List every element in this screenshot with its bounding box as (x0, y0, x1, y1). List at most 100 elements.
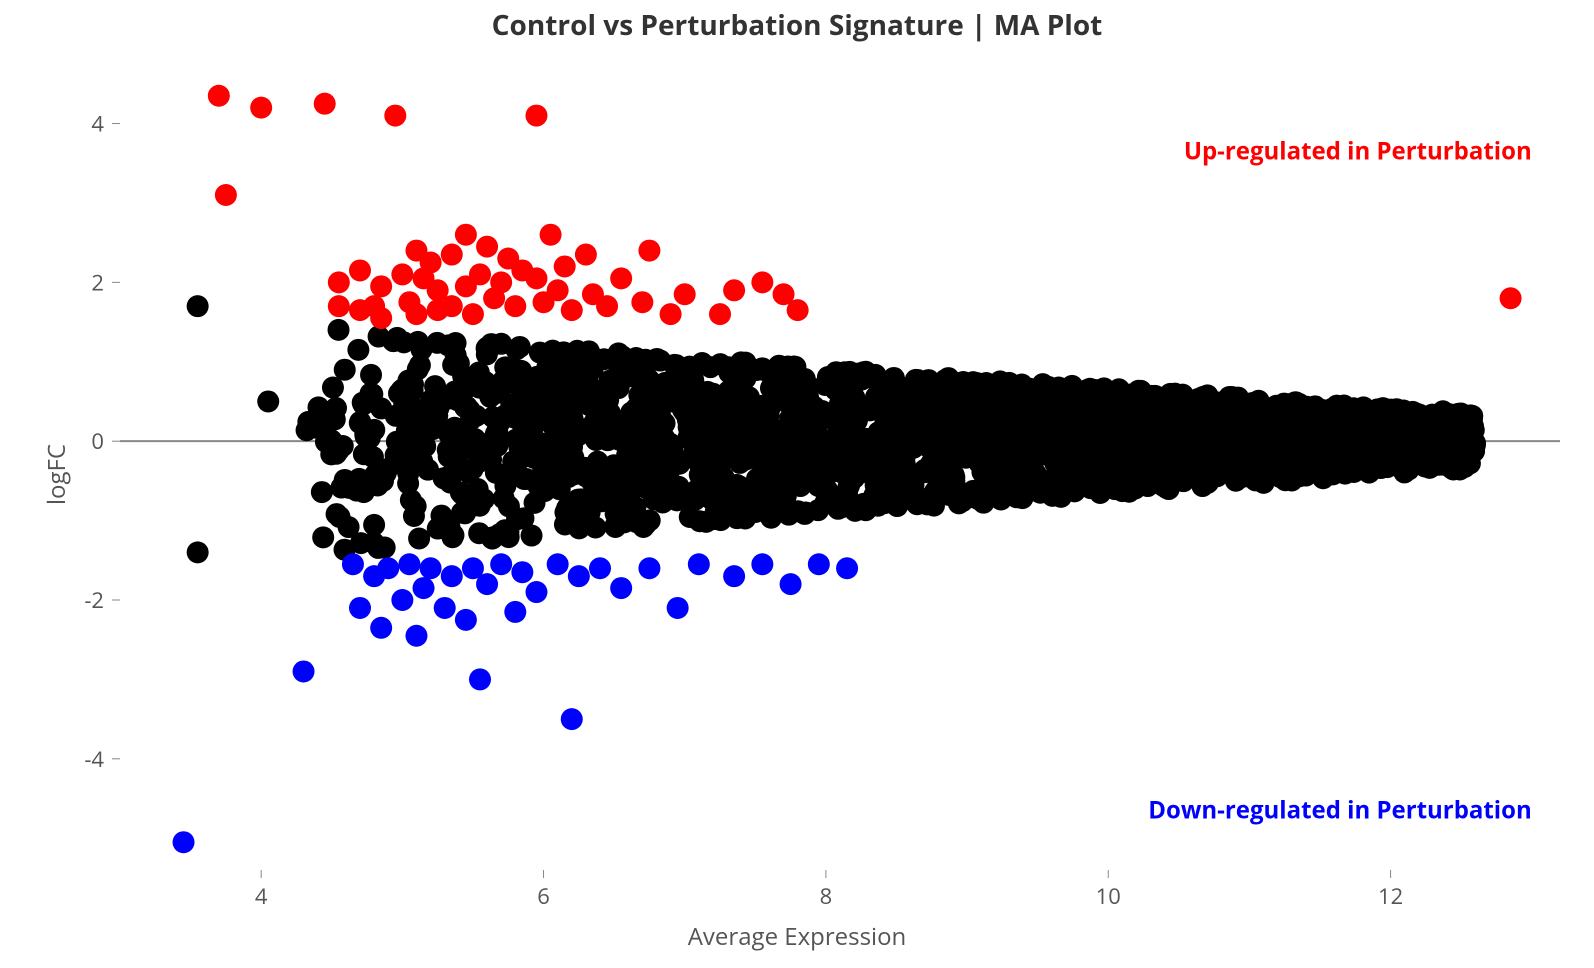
point-up (384, 105, 406, 127)
point (1359, 457, 1381, 479)
point (1409, 417, 1431, 439)
point (645, 387, 667, 409)
point (625, 347, 647, 369)
annotation: Up-regulated in Perturbation (1184, 134, 1532, 167)
point (1273, 448, 1295, 470)
point (1039, 470, 1061, 492)
point-down (511, 561, 533, 583)
point (325, 443, 347, 465)
point (325, 397, 347, 419)
point-up (638, 240, 660, 262)
point-down (667, 597, 689, 619)
point-down (420, 557, 442, 579)
point (1172, 470, 1194, 492)
point (568, 517, 590, 539)
point-down (490, 553, 512, 575)
point-up (709, 303, 731, 325)
point-up (674, 283, 696, 305)
point (1234, 428, 1256, 450)
point (562, 412, 584, 434)
point-up (328, 271, 350, 293)
point (347, 339, 369, 361)
point (425, 387, 447, 409)
point (586, 454, 608, 476)
point (1187, 422, 1209, 444)
point-up (215, 184, 237, 206)
point-up (547, 279, 569, 301)
point (794, 503, 816, 525)
point (334, 359, 356, 381)
point-up (561, 299, 583, 321)
point (1028, 439, 1050, 461)
point (805, 424, 827, 446)
point-down (405, 625, 427, 647)
point (407, 358, 429, 380)
point-up (525, 267, 547, 289)
point-down (342, 553, 364, 575)
point (643, 488, 665, 510)
point (1448, 403, 1470, 425)
point (645, 429, 667, 451)
point-down (504, 601, 526, 623)
point (1414, 449, 1436, 471)
point (836, 371, 858, 393)
point-down (836, 557, 858, 579)
point (1464, 434, 1486, 456)
point (838, 476, 860, 498)
point (449, 430, 471, 452)
point (360, 364, 382, 386)
point (945, 478, 967, 500)
point-up (610, 267, 632, 289)
point (1317, 451, 1339, 473)
x-tick-label: 8 (820, 881, 833, 911)
point (528, 379, 550, 401)
x-tick-label: 12 (1378, 881, 1403, 911)
point (1061, 440, 1083, 462)
point-down (561, 708, 583, 730)
point (1332, 412, 1354, 434)
point (728, 475, 750, 497)
point-down (547, 553, 569, 575)
point-down (349, 597, 371, 619)
point (328, 319, 350, 341)
point-up (455, 224, 477, 246)
point (1254, 442, 1276, 464)
point-down (441, 565, 463, 587)
point (873, 492, 895, 514)
point-down (370, 617, 392, 639)
point-down (455, 609, 477, 631)
x-tick-label: 10 (1096, 881, 1121, 911)
annotation: Down-regulated in Perturbation (1148, 793, 1532, 826)
point (1128, 419, 1150, 441)
point-up (554, 255, 576, 277)
point-down (413, 577, 435, 599)
point-down (391, 589, 413, 611)
point (1032, 373, 1054, 395)
point (326, 503, 348, 525)
point (1202, 463, 1224, 485)
point (397, 462, 419, 484)
point (410, 420, 432, 442)
point (560, 382, 582, 404)
point (949, 372, 971, 394)
point (919, 379, 941, 401)
point (617, 462, 639, 484)
point (509, 336, 531, 358)
point-up (490, 271, 512, 293)
point (439, 472, 461, 494)
point (349, 411, 371, 433)
point (338, 477, 360, 499)
point (663, 370, 685, 392)
point-up (208, 85, 230, 107)
point-up (420, 252, 442, 274)
point (311, 481, 333, 503)
x-tick-label: 6 (537, 881, 550, 911)
point (811, 400, 833, 422)
point (684, 415, 706, 437)
point (1111, 480, 1133, 502)
point (408, 527, 430, 549)
point (1394, 451, 1416, 473)
point (1370, 402, 1392, 424)
point (489, 410, 511, 432)
point (838, 412, 860, 434)
